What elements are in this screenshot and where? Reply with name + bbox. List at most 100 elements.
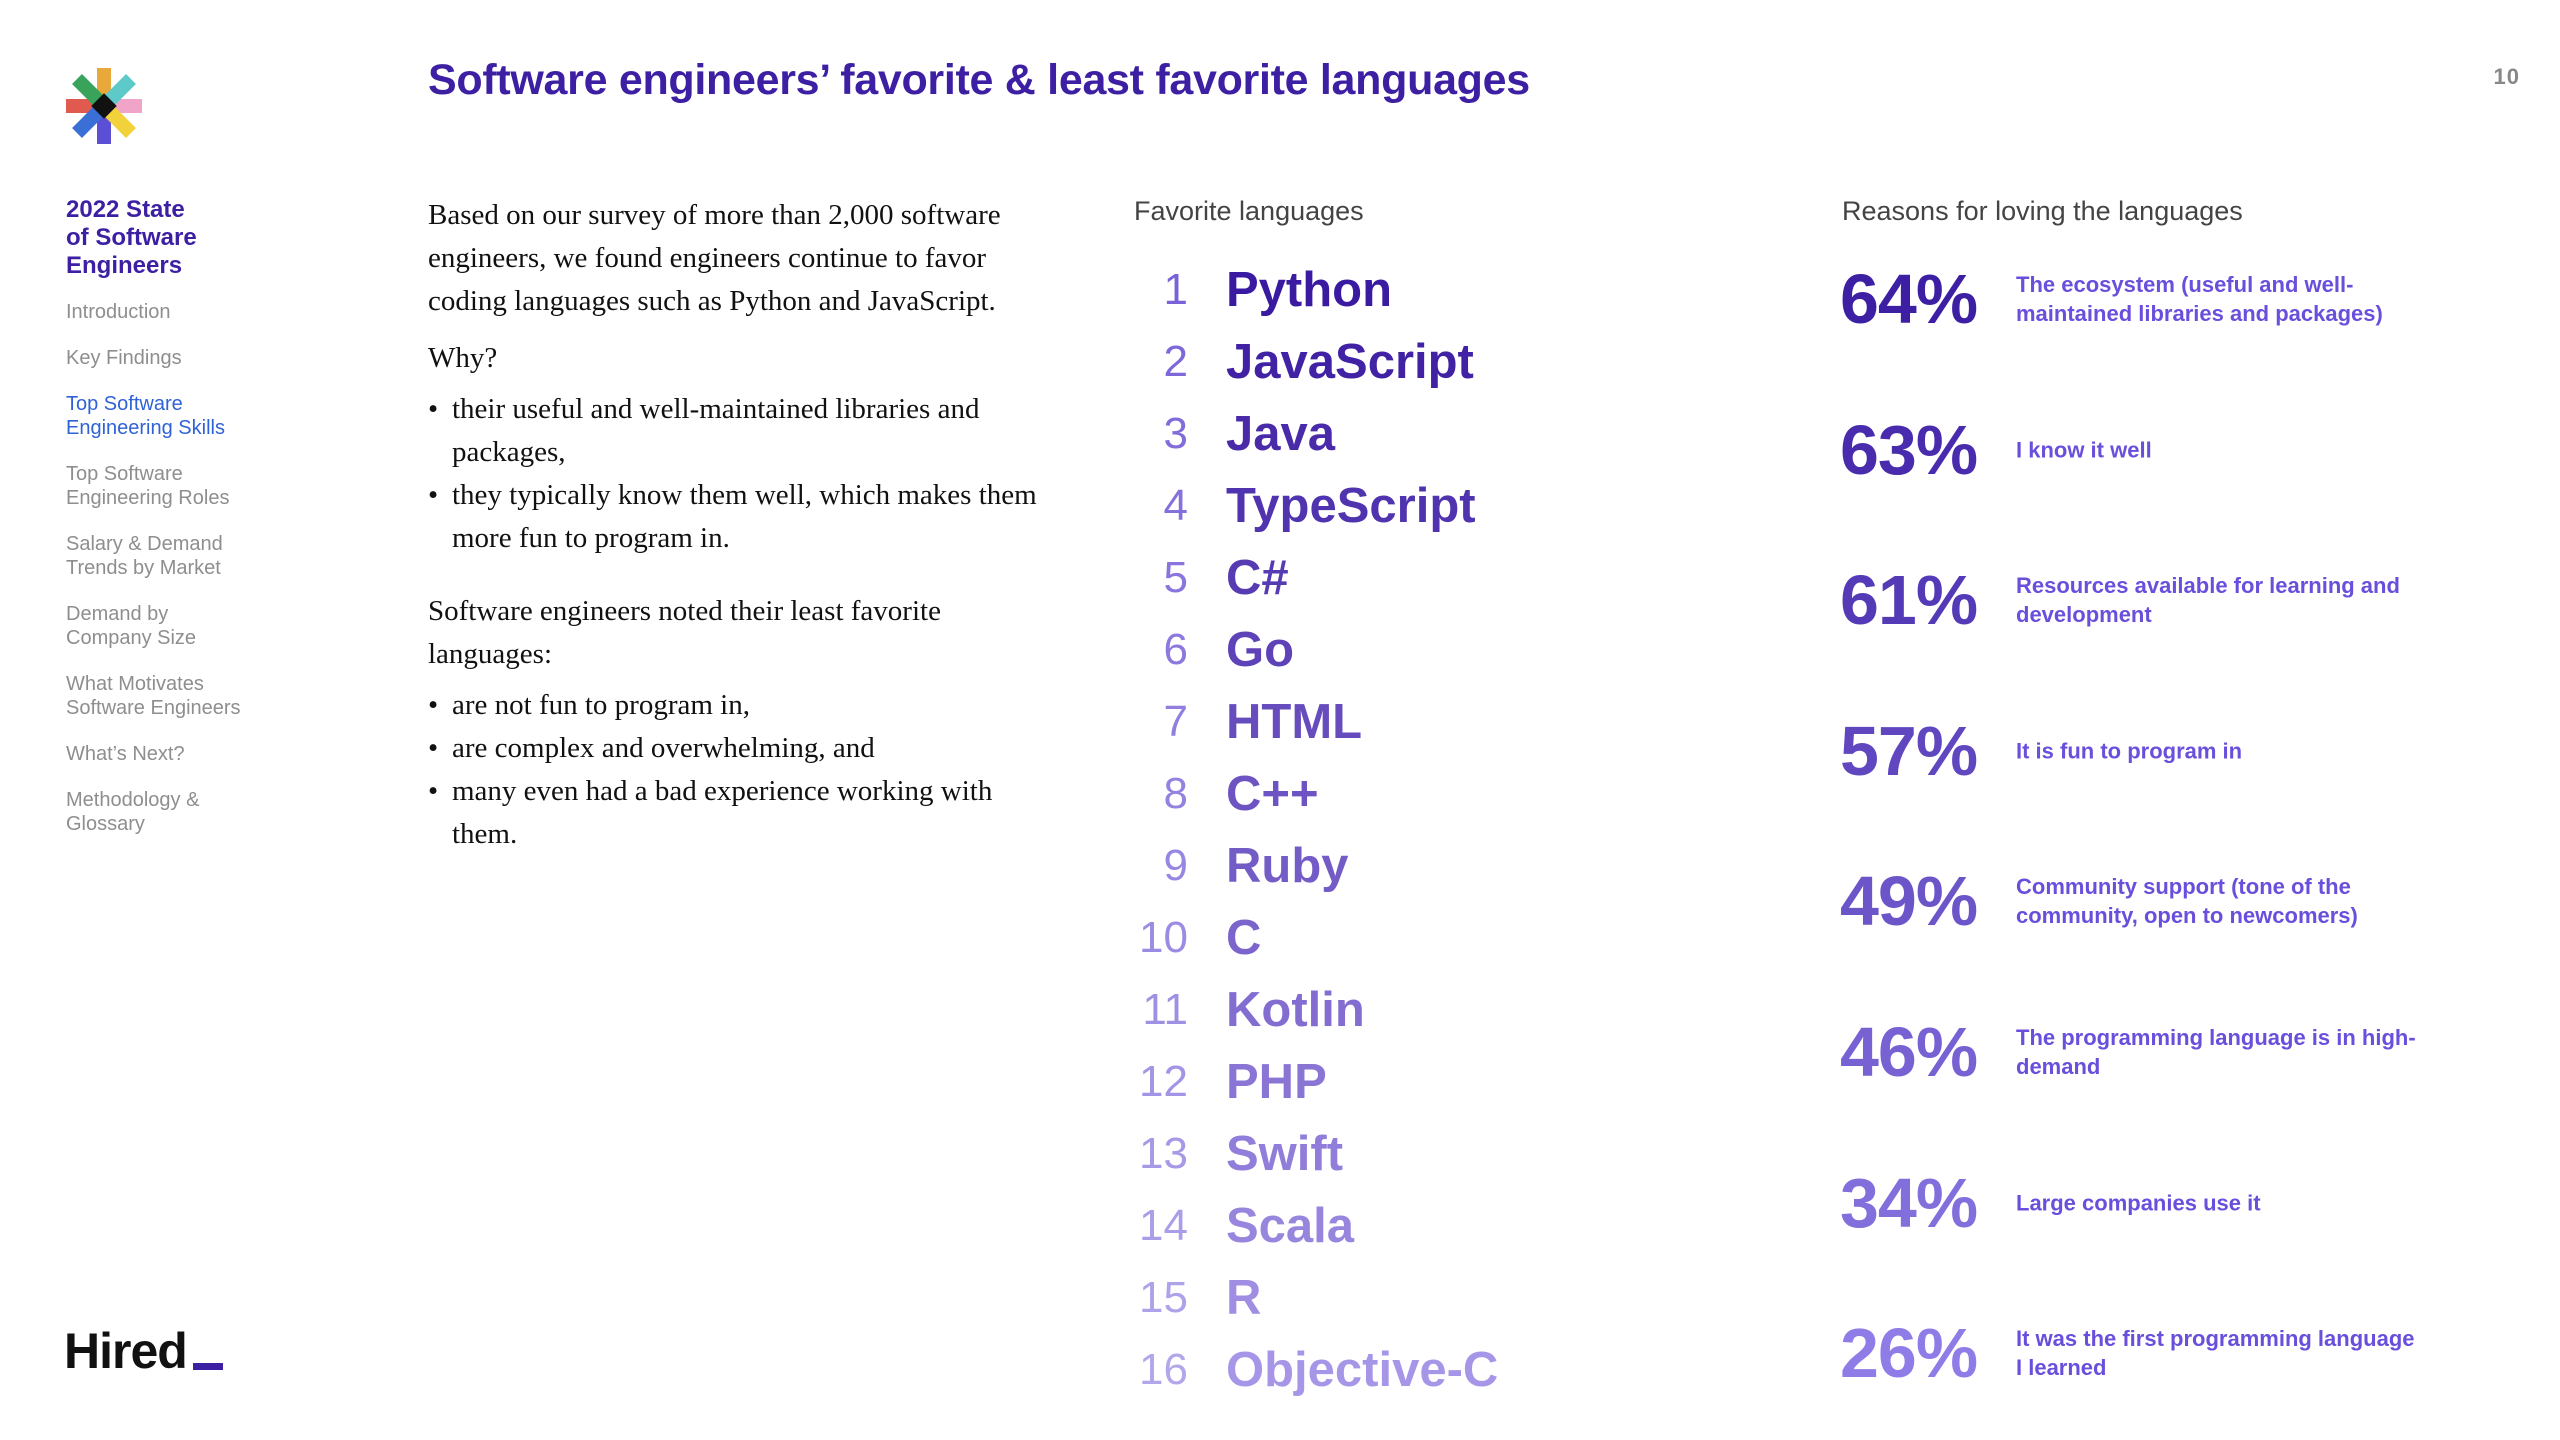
language-row: 10 C xyxy=(1134,902,1634,974)
why-bullet: their useful and well-maintained librari… xyxy=(428,388,1048,474)
asterisk-logo-icon xyxy=(66,68,142,144)
intro-paragraph: Based on our survey of more than 2,000 s… xyxy=(428,199,1001,317)
least-bullet: are not fun to program in, xyxy=(428,684,1048,727)
body-copy: Based on our survey of more than 2,000 s… xyxy=(428,194,1048,856)
reason-percent: 64% xyxy=(1840,260,1978,338)
reasons-header: Reasons for loving the languages xyxy=(1842,196,2243,226)
language-rank: 16 xyxy=(1139,1345,1188,1394)
language-row: 2 JavaScript xyxy=(1134,326,1634,398)
brand-logo[interactable]: Hired xyxy=(64,1322,223,1380)
language-rank: 2 xyxy=(1163,337,1188,386)
language-rank: 13 xyxy=(1139,1129,1188,1178)
reason-percent: 63% xyxy=(1840,410,1978,489)
least-favorite-intro: Software engineers noted their least fav… xyxy=(428,595,941,670)
sidebar-item[interactable]: Salary & Demand Trends by Market xyxy=(66,533,223,579)
language-rank: 9 xyxy=(1163,841,1188,890)
language-rank: 6 xyxy=(1163,625,1188,674)
reason-text: It was the first programming language I … xyxy=(2016,1326,2415,1381)
language-name: C xyxy=(1226,911,1262,965)
language-rank: 11 xyxy=(1142,985,1188,1034)
language-row: 6 Go xyxy=(1134,614,1634,686)
language-name: Python xyxy=(1226,263,1393,317)
why-bullet-list: their useful and well-maintained librari… xyxy=(428,388,1048,560)
reason-text: The ecosystem (useful and well-maintaine… xyxy=(2016,272,2383,326)
language-name: R xyxy=(1226,1271,1262,1325)
reason-row: 64% The ecosystem (useful and well-mainta… xyxy=(1840,254,2440,344)
sidebar-item[interactable]: Introduction xyxy=(66,301,171,323)
reason-row: 49% Community support (tone of the commun… xyxy=(1840,856,2440,946)
language-row: 8 C++ xyxy=(1134,758,1634,830)
reason-text: I know it well xyxy=(2016,437,2152,463)
language-rank: 4 xyxy=(1163,481,1188,530)
reason-row: 26% It was the first programming language… xyxy=(1840,1308,2440,1398)
language-row: 3 Java xyxy=(1134,398,1634,470)
language-name: HTML xyxy=(1226,695,1363,749)
sidebar-item[interactable]: Top Software Engineering Roles xyxy=(66,463,230,509)
favorite-languages-header: Favorite languages xyxy=(1134,196,1364,226)
language-row: 11 Kotlin xyxy=(1134,974,1634,1046)
sidebar-items: Introduction Key Findings Top Software Eng… xyxy=(66,300,306,836)
language-row: 7 HTML xyxy=(1134,686,1634,758)
language-rank: 3 xyxy=(1163,409,1188,458)
reason-percent: 34% xyxy=(1840,1163,1978,1242)
language-row: 14 Scala xyxy=(1134,1190,1634,1262)
language-row: 13 Swift xyxy=(1134,1118,1634,1190)
sidebar-item[interactable]: Methodology & Glossary xyxy=(66,789,200,835)
sidebar-item[interactable]: What’s Next? xyxy=(66,743,185,765)
language-name: Go xyxy=(1226,623,1295,677)
language-row: 1 Python xyxy=(1134,254,1634,326)
sidebar-item[interactable]: Key Findings xyxy=(66,347,182,369)
language-name: C# xyxy=(1226,551,1289,605)
reason-percent: 49% xyxy=(1840,862,1978,941)
language-rank: 10 xyxy=(1139,913,1188,962)
language-rank: 1 xyxy=(1163,265,1188,314)
language-rank: 12 xyxy=(1139,1057,1188,1106)
page-number: 10 xyxy=(2493,64,2520,89)
sidebar-item[interactable]: Top Software Engineering Skills xyxy=(66,393,225,439)
reason-text: Resources available for learning and dev… xyxy=(2016,573,2400,628)
reason-text: It is fun to program in xyxy=(2016,738,2243,764)
reason-row: 34% Large companies use it xyxy=(1840,1158,2440,1248)
language-row: 4 TypeScript xyxy=(1134,470,1634,542)
reason-percent: 26% xyxy=(1840,1314,1978,1393)
language-name: Scala xyxy=(1226,1199,1355,1253)
why-label: Why? xyxy=(428,342,498,374)
least-bullet: many even had a bad experience working w… xyxy=(428,770,1048,856)
language-name: Swift xyxy=(1226,1127,1344,1181)
least-bullet: are complex and overwhelming, and xyxy=(428,727,1048,770)
language-name: C++ xyxy=(1226,767,1319,821)
sidebar-nav: 2022 State of Software Engineers Introdu… xyxy=(66,196,306,858)
language-row: 9 Ruby xyxy=(1134,830,1634,902)
language-rank: 5 xyxy=(1163,553,1188,602)
reason-percent: 61% xyxy=(1840,561,1978,640)
least-bullet-list: are not fun to program in, are complex a… xyxy=(428,684,1048,856)
sidebar-item[interactable]: Demand by Company Size xyxy=(66,603,197,649)
reason-percent: 46% xyxy=(1840,1013,1978,1091)
sidebar-item[interactable]: What Motivates Software Engineers xyxy=(66,673,241,719)
language-rank: 8 xyxy=(1163,769,1188,818)
language-row: 12 PHP xyxy=(1134,1046,1634,1118)
brand-name: Hired xyxy=(64,1323,188,1379)
favorite-languages-list: 1 Python 2 JavaScript 3 Java 4 TypeScript 5 C# 6 Go… xyxy=(1134,254,1634,1406)
language-name: Java xyxy=(1226,407,1336,461)
reason-text: Large companies use it xyxy=(2016,1190,2261,1216)
sidebar-heading[interactable]: 2022 State of Software Engineers xyxy=(66,196,197,279)
reason-row: 46% The programming language is in high-d… xyxy=(1840,1007,2440,1097)
language-rank: 15 xyxy=(1139,1273,1188,1322)
language-name: JavaScript xyxy=(1226,335,1474,389)
reason-percent: 57% xyxy=(1840,711,1978,790)
language-name: Kotlin xyxy=(1226,983,1365,1037)
language-row: 15 R xyxy=(1134,1262,1634,1334)
brand-underscore xyxy=(192,1363,223,1370)
reason-row: 61% Resources available for learning and … xyxy=(1840,555,2440,645)
language-rank: 14 xyxy=(1139,1201,1188,1250)
language-name: PHP xyxy=(1226,1055,1327,1109)
language-name: TypeScript xyxy=(1226,479,1476,533)
language-row: 16 Objective-C xyxy=(1134,1334,1634,1406)
reason-text: The programming language is in high-dema… xyxy=(2016,1025,2416,1079)
why-bullet: they typically know them well, which mak… xyxy=(428,474,1048,560)
language-row: 5 C# xyxy=(1134,542,1634,614)
language-name: Ruby xyxy=(1226,839,1349,893)
reason-row: 57% It is fun to program in xyxy=(1840,706,2440,796)
reason-text: Community support (tone of the community… xyxy=(2016,874,2358,929)
